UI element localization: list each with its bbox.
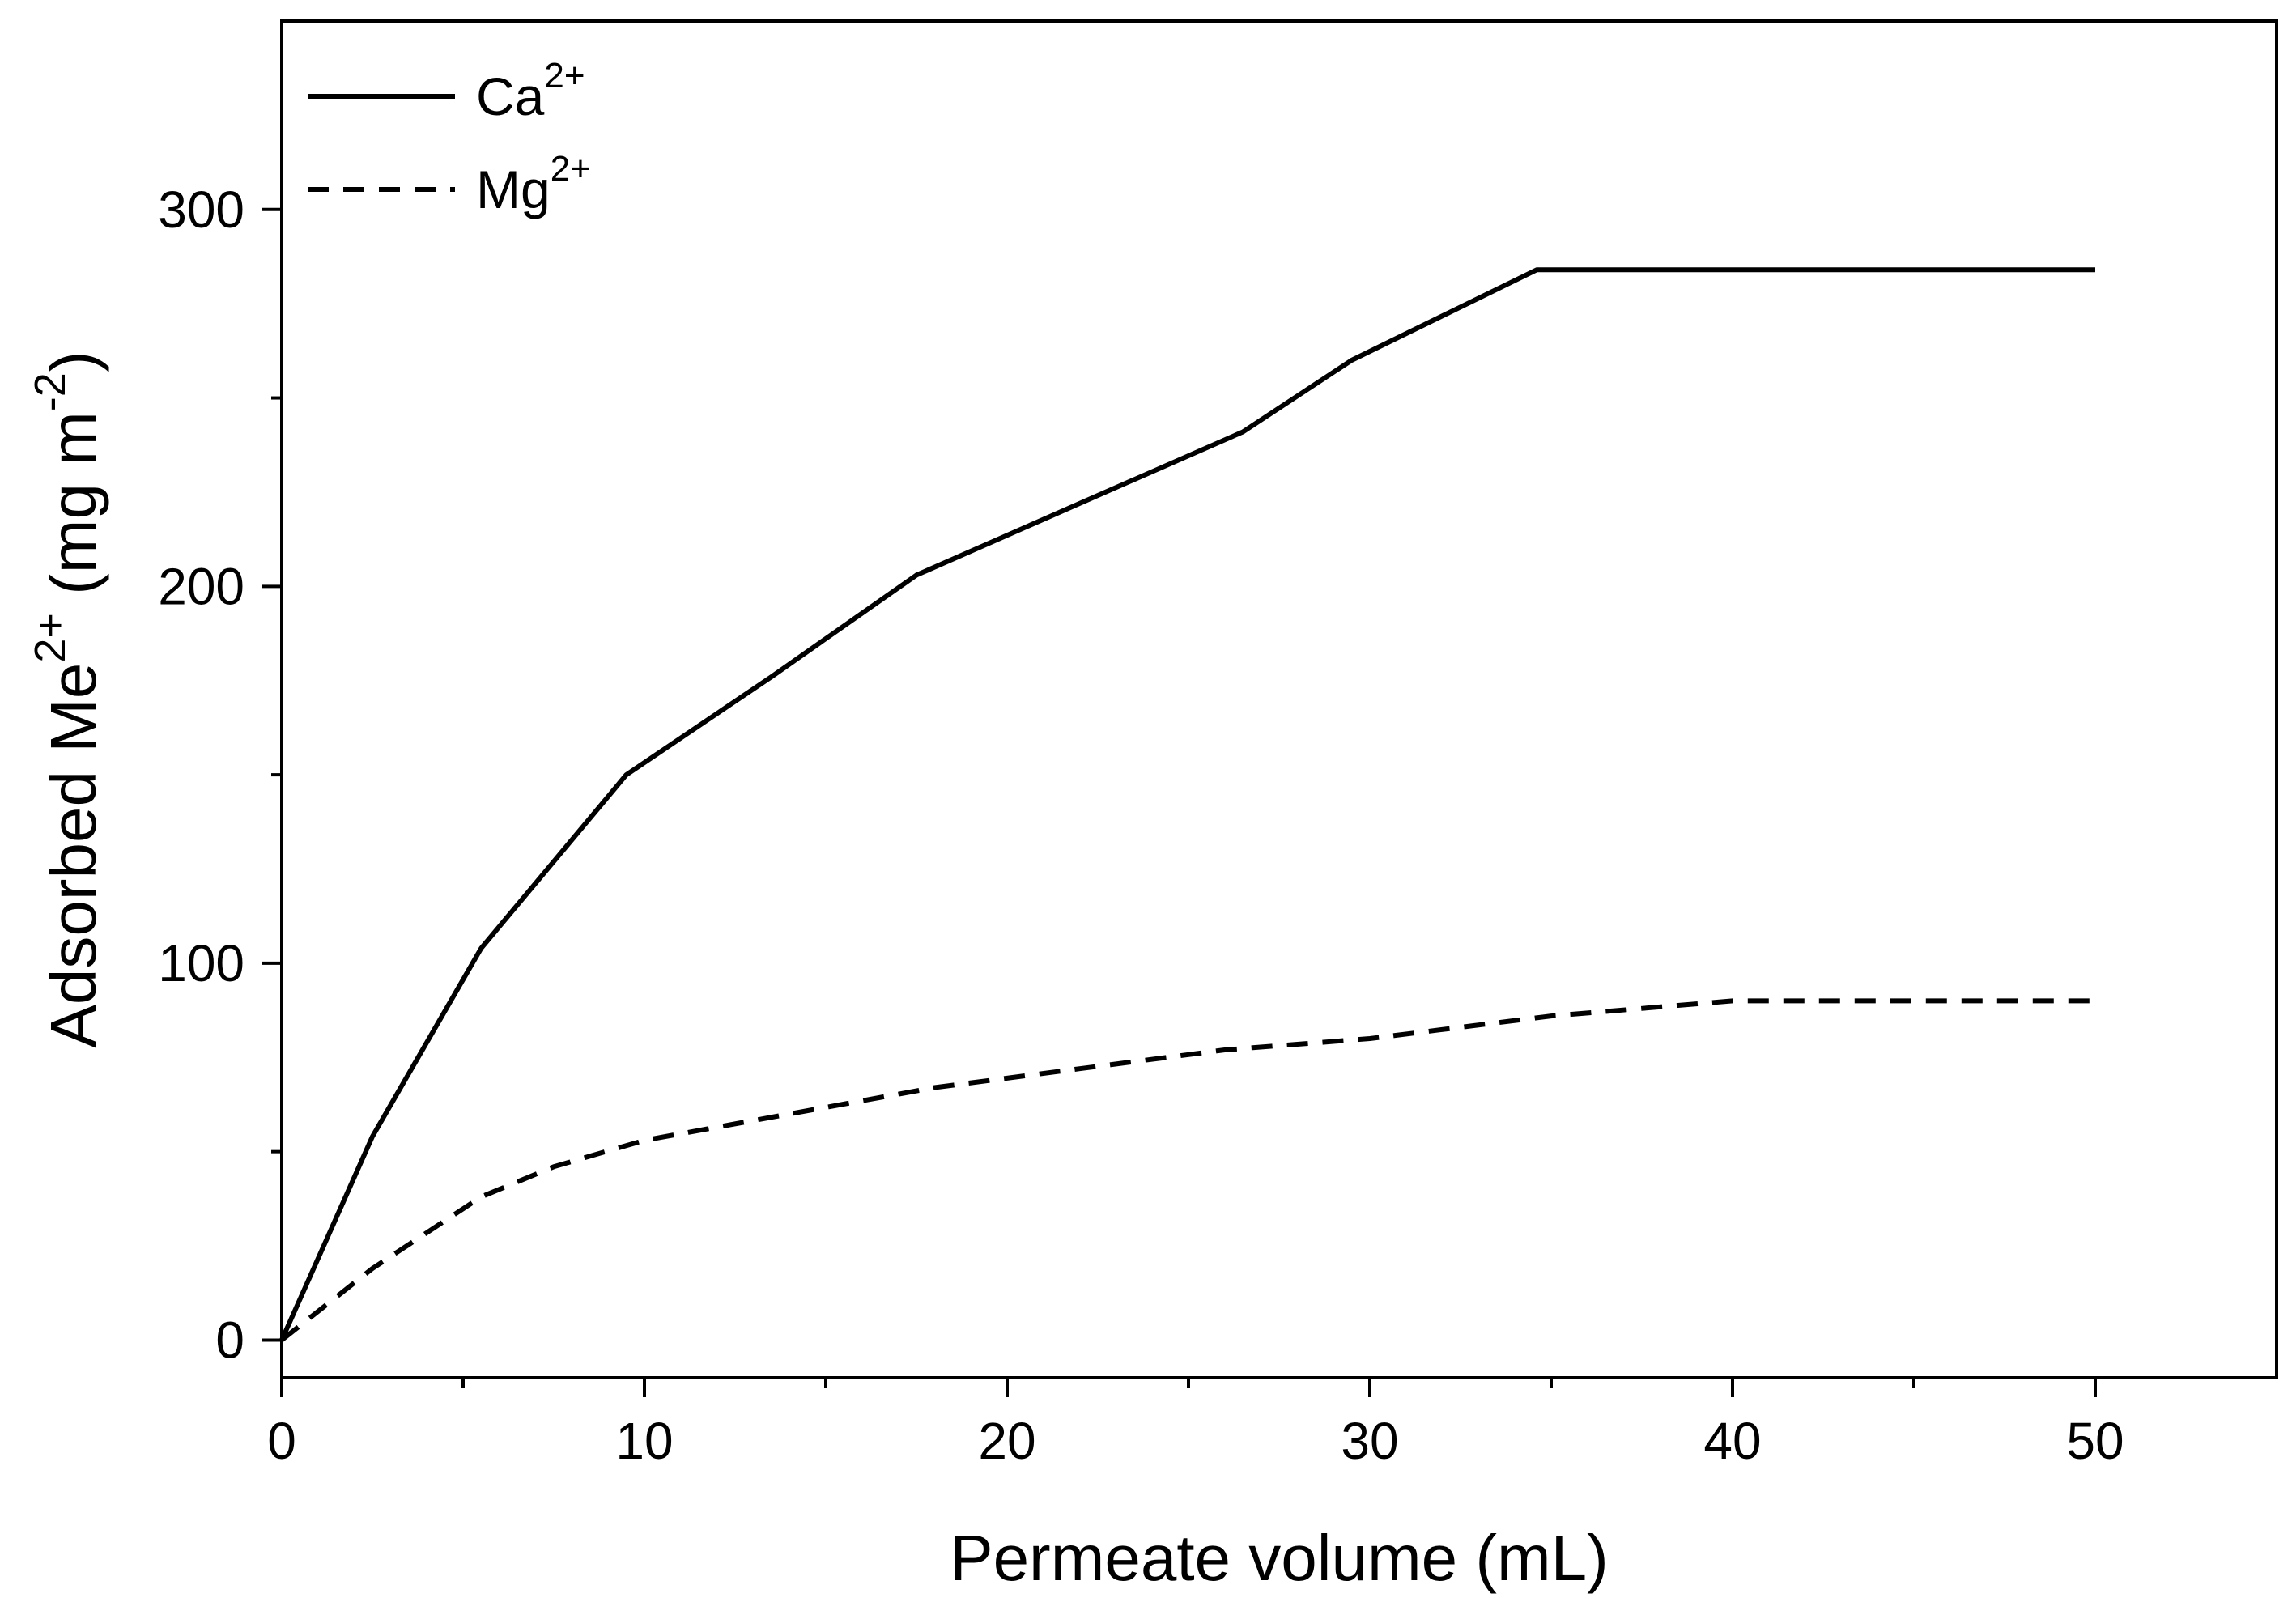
y-tick-label: 300 — [158, 181, 244, 239]
x-tick-label: 0 — [267, 1412, 296, 1470]
series-layer — [279, 267, 2095, 1342]
series-line-ca — [279, 267, 2095, 1341]
x-axis-ticks: 0 10 20 30 40 50 — [267, 1378, 2124, 1470]
x-tick-label: 20 — [978, 1412, 1035, 1470]
legend-label-ca: Ca2+ — [476, 56, 585, 126]
y-axis-ticks: 0 100 200 300 — [158, 181, 282, 1369]
y-tick-label: 200 — [158, 557, 244, 615]
series-line-mg — [280, 998, 2095, 1342]
legend: Ca2+ Mg2+ — [308, 56, 591, 219]
x-tick-label: 50 — [2066, 1412, 2124, 1470]
x-tick-label: 30 — [1341, 1412, 1398, 1470]
x-tick-label: 10 — [615, 1412, 673, 1470]
legend-label-mg: Mg2+ — [476, 149, 591, 219]
plot-frame — [280, 19, 2278, 1379]
y-tick-label: 0 — [215, 1311, 244, 1369]
y-axis-label: Adsorbed Me2+ (mg m-2) — [26, 351, 109, 1048]
y-tick-label: 100 — [158, 934, 244, 992]
x-axis-label: Permeate volume (mL) — [950, 1522, 1609, 1594]
x-tick-label: 40 — [1703, 1412, 1761, 1470]
